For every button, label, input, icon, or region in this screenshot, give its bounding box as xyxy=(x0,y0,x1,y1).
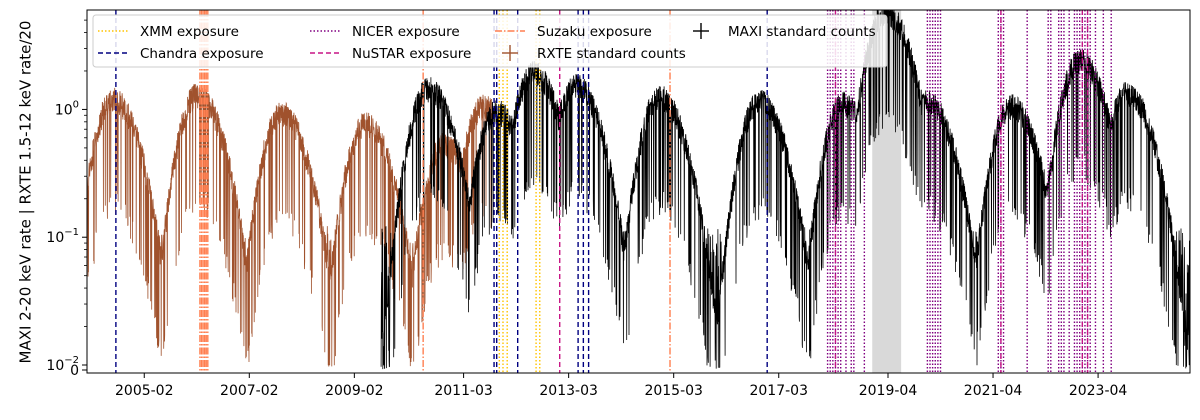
y-tick-label: 10−1 xyxy=(46,227,79,246)
legend-label: RXTE standard counts xyxy=(537,46,686,62)
legend-label: XMM exposure xyxy=(140,24,239,40)
legend-label: Chandra exposure xyxy=(140,46,264,62)
x-tick-label: 2013-03 xyxy=(539,383,598,399)
plot-frame xyxy=(86,9,1191,374)
x-tick-label: 2009-02 xyxy=(325,383,384,399)
x-tick-label: 2021-04 xyxy=(964,383,1023,399)
legend-label: Suzaku exposure xyxy=(537,24,652,40)
y-axis-label: MAXI 2-20 keV rate | RXTE 1.5-12 keV rat… xyxy=(17,21,35,364)
legend-label: MAXI standard counts xyxy=(728,24,876,40)
y-tick-label: 100 xyxy=(55,99,79,118)
series-line-maxi-standard-counts xyxy=(380,10,1190,370)
x-tick-label: 2005-02 xyxy=(115,383,174,399)
x-tick-label: 2011-03 xyxy=(434,383,493,399)
legend-box xyxy=(92,14,888,68)
x-tick-label: 2023-04 xyxy=(1069,383,1128,399)
x-tick-label: 2015-03 xyxy=(644,383,703,399)
y-tick-label: 0 xyxy=(70,363,79,379)
x-tick-label: 2007-02 xyxy=(220,383,279,399)
x-tick-label: 2019-04 xyxy=(859,383,918,399)
legend-label: NICER exposure xyxy=(352,24,460,40)
legend-label: NuSTAR exposure xyxy=(352,46,471,62)
x-tick-label: 2017-03 xyxy=(749,383,808,399)
